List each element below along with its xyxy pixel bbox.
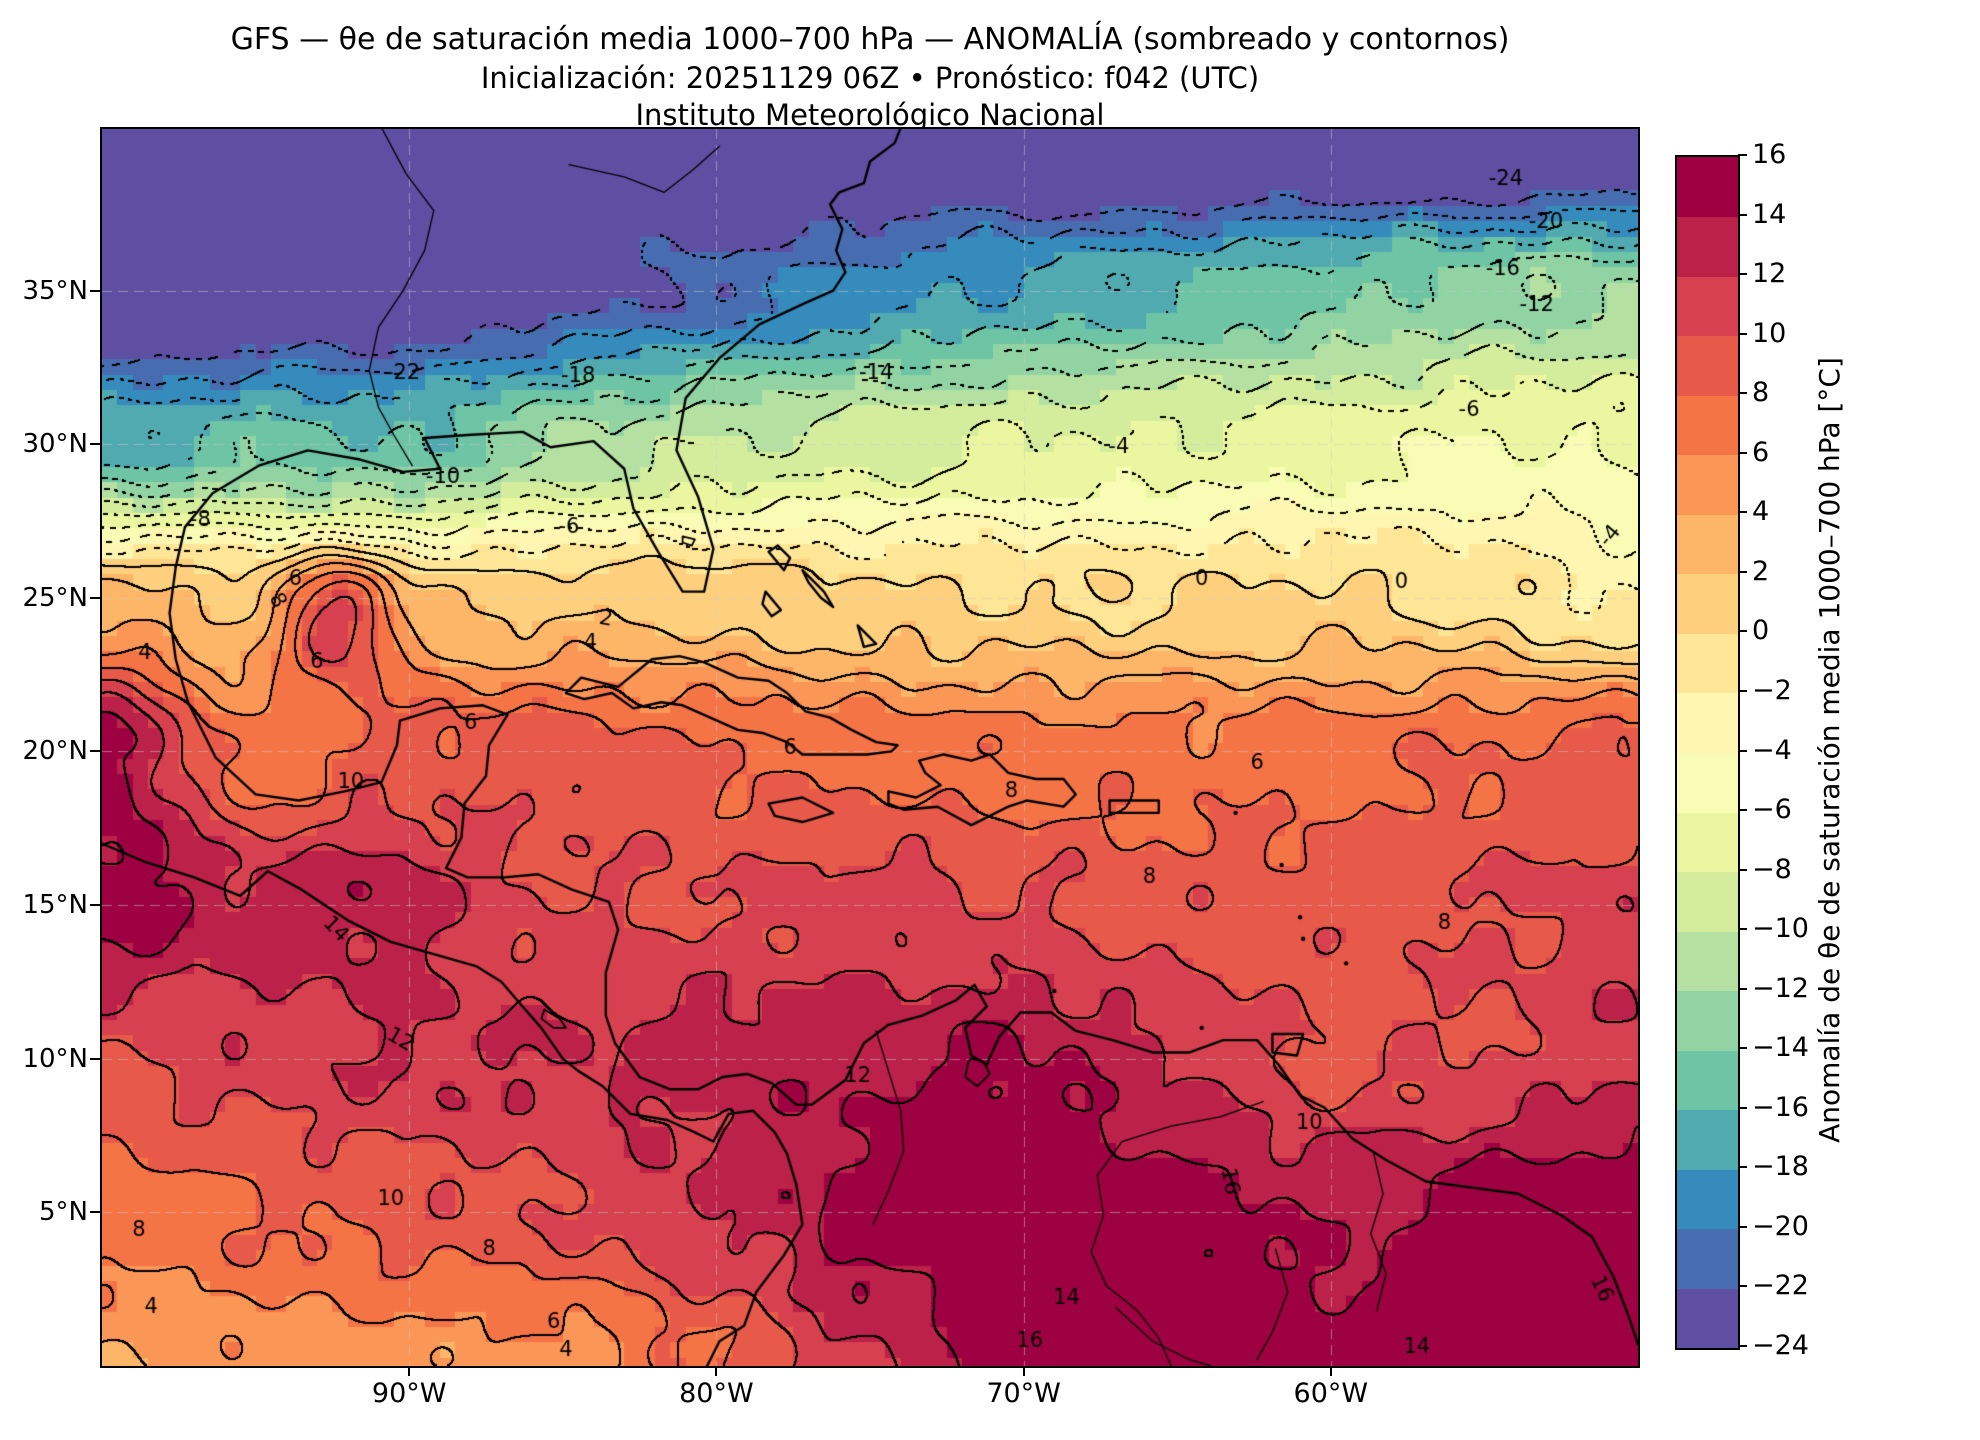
y-tick-mark: [90, 289, 100, 292]
colorbar-frame: [1675, 155, 1740, 1350]
colorbar-tick-mark: [1738, 392, 1747, 395]
colorbar-tick-mark: [1738, 1345, 1747, 1347]
colorbar-tick-label: −10: [1752, 913, 1809, 945]
colorbar-tick-mark: [1738, 928, 1747, 931]
colorbar-tick-label: 12: [1752, 258, 1787, 290]
x-tick-mark: [1329, 1366, 1332, 1376]
y-tick-label: 30°N: [22, 429, 88, 460]
colorbar-tick-label: 16: [1752, 139, 1787, 170]
colorbar-label: Anomalía de θe de saturación media 1000–…: [1813, 357, 1846, 1143]
colorbar-tick-mark: [1738, 213, 1747, 216]
x-tick-label: 60°W: [1293, 1378, 1369, 1409]
y-tick-mark: [90, 1211, 100, 1214]
colorbar-tick-label: −6: [1752, 794, 1792, 826]
colorbar-tick-mark: [1738, 1106, 1747, 1109]
colorbar-tick-label: 4: [1752, 496, 1770, 528]
y-tick-label: 20°N: [22, 736, 88, 767]
y-tick-mark: [90, 903, 100, 906]
colorbar-segment: [1677, 1228, 1738, 1289]
colorbar-segment: [1677, 692, 1738, 753]
y-tick-mark: [90, 750, 100, 753]
colorbar-tick-label: −14: [1752, 1032, 1809, 1064]
colorbar-segment: [1677, 157, 1738, 218]
colorbar-segment: [1677, 395, 1738, 456]
colorbar-segment: [1677, 216, 1738, 277]
colorbar-tick-label: −18: [1752, 1151, 1809, 1183]
colorbar-segment: [1677, 633, 1738, 694]
x-tick-mark: [715, 1366, 718, 1376]
chart-subtitle: Inicialización: 20251129 06Z • Pronóstic…: [480, 61, 1260, 95]
x-tick-mark: [408, 1366, 411, 1376]
colorbar-tick-mark: [1738, 511, 1747, 514]
y-tick-label: 15°N: [22, 889, 88, 920]
y-tick-label: 25°N: [22, 582, 88, 613]
colorbar-segment: [1677, 1169, 1738, 1230]
colorbar-tick-label: 14: [1752, 198, 1787, 230]
y-tick-mark: [90, 1057, 100, 1060]
colorbar-segment: [1677, 514, 1738, 575]
colorbar-segment: [1677, 454, 1738, 515]
colorbar-tick-mark: [1738, 809, 1747, 812]
x-tick-label: 80°W: [679, 1378, 754, 1409]
colorbar-tick-mark: [1738, 1225, 1747, 1228]
colorbar-tick-label: −8: [1752, 853, 1792, 885]
colorbar-tick-label: −4: [1752, 734, 1792, 766]
colorbar-tick-mark: [1738, 689, 1747, 692]
colorbar-tick-label: −16: [1752, 1091, 1809, 1123]
colorbar-tick-mark: [1738, 1285, 1747, 1288]
y-tick-mark: [90, 596, 100, 599]
colorbar-segment: [1677, 752, 1738, 813]
colorbar-tick-label: −20: [1752, 1210, 1809, 1242]
colorbar-tick-mark: [1738, 451, 1747, 454]
colorbar-tick-mark: [1738, 154, 1747, 156]
y-tick-label: 10°N: [22, 1043, 88, 1074]
colorbar-tick-label: 2: [1752, 555, 1770, 587]
y-tick-mark: [90, 443, 100, 446]
colorbar-segment: [1677, 931, 1738, 992]
x-tick-mark: [1022, 1366, 1025, 1376]
colorbar-tick-label: 8: [1752, 377, 1770, 409]
colorbar-segment: [1677, 573, 1738, 634]
colorbar-segment: [1677, 871, 1738, 932]
colorbar-tick-label: −22: [1752, 1270, 1809, 1302]
colorbar-tick-mark: [1738, 868, 1747, 871]
colorbar-segment: [1677, 1109, 1738, 1170]
colorbar-tick-label: 6: [1752, 436, 1770, 468]
x-tick-label: 70°W: [986, 1378, 1061, 1409]
colorbar-tick-label: 0: [1752, 615, 1770, 647]
map-frame: [100, 127, 1640, 1368]
colorbar-tick-mark: [1738, 630, 1747, 633]
colorbar-segment: [1677, 990, 1738, 1051]
colorbar-tick-mark: [1738, 749, 1747, 752]
colorbar-tick-mark: [1738, 332, 1747, 335]
colorbar-tick-mark: [1738, 570, 1747, 573]
colorbar-segment: [1677, 1288, 1738, 1349]
y-tick-label: 35°N: [22, 275, 88, 306]
colorbar-tick-label: −24: [1752, 1330, 1809, 1361]
colorbar-segment: [1677, 276, 1738, 337]
chart-institution: Instituto Meteorológico Nacional: [635, 98, 1105, 132]
colorbar-segment: [1677, 1050, 1738, 1111]
colorbar-tick-mark: [1738, 987, 1747, 990]
y-tick-label: 5°N: [39, 1197, 88, 1228]
map-canvas: [102, 129, 1638, 1366]
colorbar-tick-label: −12: [1752, 972, 1809, 1004]
x-tick-label: 90°W: [371, 1378, 447, 1409]
chart-title: GFS — θe de saturación media 1000–700 hP…: [230, 22, 1510, 57]
colorbar-tick-label: 10: [1752, 317, 1787, 349]
colorbar-tick-mark: [1738, 1166, 1747, 1169]
colorbar-segment: [1677, 335, 1738, 396]
colorbar-tick-mark: [1738, 273, 1747, 276]
colorbar-tick-mark: [1738, 1047, 1747, 1050]
colorbar-segment: [1677, 812, 1738, 873]
colorbar-tick-label: −2: [1752, 674, 1792, 706]
